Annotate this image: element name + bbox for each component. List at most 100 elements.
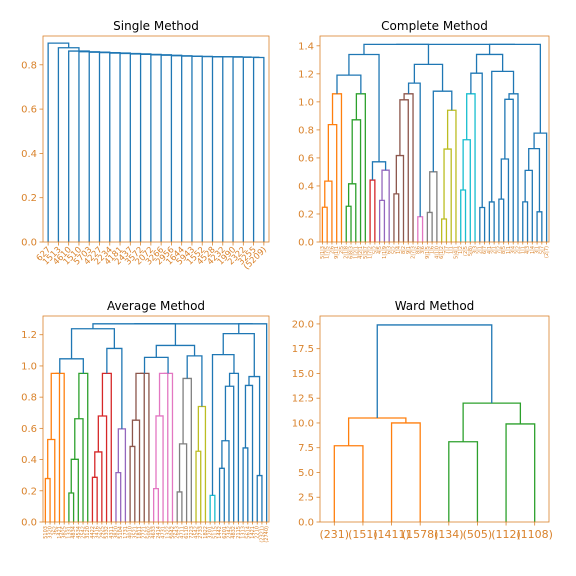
dendrogram-link bbox=[504, 98, 514, 242]
x-tick-label: 8|5 bbox=[501, 246, 507, 254]
x-tick-label: 3|3 bbox=[473, 246, 479, 254]
x-tick-label: 4|2|1 bbox=[358, 246, 364, 259]
axes-frame bbox=[319, 315, 550, 523]
x-tick-label: 3201 bbox=[208, 526, 214, 539]
dendrogram-link bbox=[348, 53, 380, 162]
dendrogram-link bbox=[333, 445, 364, 522]
dendrogram-link bbox=[155, 344, 196, 358]
y-tick-label: 0.2 bbox=[21, 193, 37, 204]
x-tick-label: 3|1 bbox=[535, 246, 541, 254]
dendrogram-link bbox=[140, 372, 150, 522]
dendrogram-link bbox=[78, 51, 101, 242]
x-tick-label: 1|1 bbox=[520, 246, 526, 254]
y-tick-label: 0.8 bbox=[21, 393, 37, 404]
dendrogram-link bbox=[462, 402, 522, 442]
y-tick-label: 0.6 bbox=[21, 424, 37, 435]
dendrogram-link bbox=[163, 372, 174, 522]
x-tick-label: 6|8|3 bbox=[349, 246, 355, 259]
x-tick-label: 1322 bbox=[165, 526, 171, 539]
x-tick-label: 3|6 bbox=[420, 246, 426, 254]
y-tick-label: 0.4 bbox=[298, 181, 314, 192]
x-tick-label: 2925 bbox=[99, 526, 105, 539]
dendrogram-link bbox=[381, 169, 390, 242]
x-tick-label: 4832 bbox=[231, 526, 237, 539]
x-tick-label: 1421 bbox=[250, 526, 256, 539]
dendrogram-link bbox=[152, 487, 160, 522]
y-tick-label: 7.5 bbox=[298, 443, 314, 454]
dendrogram-link bbox=[155, 415, 164, 522]
x-tick-label: 5|8) bbox=[468, 246, 474, 256]
dendrogram-link bbox=[129, 445, 136, 522]
x-tick-label: 2|1 bbox=[477, 246, 483, 254]
dendrogram-link bbox=[221, 440, 230, 522]
dendrogram-link bbox=[413, 63, 444, 92]
x-tick-label: 4|5 bbox=[377, 246, 383, 254]
dendrogram-link bbox=[248, 375, 261, 476]
y-tick-label: 0.0 bbox=[298, 238, 314, 249]
x-tick-label: 9|1 bbox=[406, 246, 412, 254]
y-tick-label: 1.2 bbox=[298, 69, 314, 80]
x-tick-label: 4|3 bbox=[525, 246, 531, 254]
y-tick-label: 5.0 bbox=[298, 468, 314, 479]
y-tick-label: 0.4 bbox=[21, 149, 37, 160]
dendrogram-link bbox=[395, 154, 405, 242]
dendrogram-link bbox=[345, 205, 352, 242]
y-tick-label: 0.0 bbox=[21, 238, 37, 249]
y-tick-label: 10.0 bbox=[292, 418, 314, 429]
x-tick-label: 2542 bbox=[81, 526, 87, 539]
dendrogram-link bbox=[242, 447, 249, 522]
x-tick-label: (231) bbox=[320, 528, 350, 541]
y-tick-label: 17.5 bbox=[292, 344, 314, 355]
dendrogram-link bbox=[498, 198, 505, 242]
dendrogram-link bbox=[211, 353, 235, 496]
x-tick-label: (1411) bbox=[373, 528, 410, 541]
x-tick-label: 1442 bbox=[217, 526, 223, 539]
y-tick-label: 1.2 bbox=[21, 330, 37, 341]
y-tick-label: 12.5 bbox=[292, 394, 314, 405]
x-tick-label: (2|7) bbox=[544, 246, 550, 258]
dendrogram-link bbox=[441, 218, 448, 242]
dendrogram-link bbox=[393, 193, 400, 242]
x-tick-label: 2643 bbox=[175, 526, 181, 539]
subplot-title: Complete Method bbox=[381, 19, 488, 33]
dendrogram-link bbox=[181, 55, 203, 242]
x-tick-label: 1|1|9 bbox=[382, 246, 388, 259]
x-tick-label: 1|6 bbox=[430, 246, 436, 254]
dendrogram-link bbox=[390, 422, 421, 522]
x-tick-label: 2414 bbox=[156, 526, 162, 539]
dendrogram-link bbox=[479, 206, 486, 242]
dendrogram-link bbox=[347, 417, 407, 446]
dendrogram-link bbox=[92, 323, 177, 346]
axes-frame bbox=[319, 35, 550, 243]
dendrogram-link bbox=[186, 355, 203, 407]
subplot-2: Complete Method 0.0 0.2 0.4 0.6 0.8 1.0 1.2 1.4 5… bbox=[298, 19, 550, 259]
dendrogram-link bbox=[536, 211, 543, 242]
dendrogram-link bbox=[218, 467, 225, 522]
dendrogram-link bbox=[252, 56, 265, 242]
subplot-1: Single Method0.00.20.40.60.8627151346101… bbox=[21, 19, 270, 272]
y-tick-label: 0.0 bbox=[298, 518, 314, 529]
dendrogram-link bbox=[232, 56, 252, 242]
x-tick-label: 1|7|5 bbox=[325, 246, 331, 259]
dendrogram-link bbox=[336, 74, 362, 94]
x-tick-label: 5|3|7 bbox=[363, 246, 369, 259]
x-tick-label: 5614 bbox=[245, 526, 251, 539]
x-tick-label: 3120 bbox=[85, 526, 91, 539]
y-tick-label: 15.0 bbox=[292, 369, 314, 380]
dendrogram-link bbox=[242, 56, 260, 242]
x-tick-label: 5104 bbox=[118, 526, 124, 539]
x-tick-label: 1|4 bbox=[530, 246, 536, 254]
x-tick-label: 362 bbox=[52, 526, 58, 536]
dendrogram-link bbox=[195, 450, 202, 522]
x-tick-label: 3320 bbox=[48, 526, 54, 539]
x-tick-label: 5002 bbox=[146, 526, 152, 539]
y-tick-label: 20.0 bbox=[292, 319, 314, 330]
x-tick-label: (112) bbox=[491, 528, 521, 541]
x-tick-label: 4010 bbox=[128, 526, 134, 539]
y-tick-label: 0.6 bbox=[298, 153, 314, 164]
dendrogram-link bbox=[70, 328, 116, 359]
dendrogram-link bbox=[68, 50, 90, 242]
dendrogram-link bbox=[426, 211, 433, 242]
x-tick-label: 3416 bbox=[95, 526, 101, 539]
dendrogram-link bbox=[176, 491, 183, 522]
